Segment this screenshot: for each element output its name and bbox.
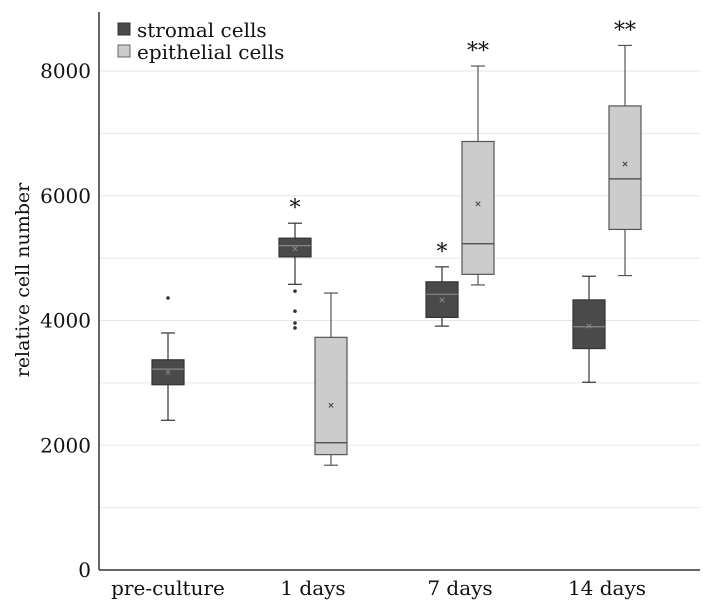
mean-marker bbox=[586, 323, 592, 329]
outlier-point bbox=[293, 309, 297, 313]
box-group: ** bbox=[608, 18, 642, 277]
x-tick-label: 7 days bbox=[427, 576, 492, 600]
legend-label-stromal: stromal cells bbox=[137, 18, 267, 42]
outlier-point bbox=[166, 296, 170, 300]
y-tick-label: 0 bbox=[78, 558, 91, 582]
y-axis-title: relative cell number bbox=[12, 182, 34, 377]
y-tick-label: 6000 bbox=[40, 184, 91, 208]
y-tick-label: 8000 bbox=[40, 59, 91, 83]
box bbox=[425, 281, 459, 318]
significance-marker: ** bbox=[467, 39, 489, 64]
boxes-layer: ****** bbox=[151, 18, 642, 466]
mean-marker bbox=[165, 369, 171, 375]
box bbox=[572, 299, 606, 350]
significance-marker: * bbox=[290, 196, 301, 221]
outlier-point bbox=[293, 289, 297, 293]
mean-marker bbox=[439, 297, 445, 303]
mean-marker bbox=[475, 201, 481, 207]
mean-marker bbox=[292, 246, 298, 252]
y-tick-label: 2000 bbox=[40, 433, 91, 457]
box-group: * bbox=[425, 240, 459, 327]
box bbox=[314, 336, 348, 456]
significance-marker: * bbox=[437, 240, 448, 265]
y-tick-label: 4000 bbox=[40, 309, 91, 333]
y-axis-ticks: 0 2000 4000 6000 8000 bbox=[40, 59, 91, 582]
box bbox=[608, 105, 642, 231]
x-tick-label: 1 days bbox=[280, 576, 345, 600]
legend-swatch-epithelial bbox=[117, 44, 131, 58]
box-group: * bbox=[278, 196, 312, 330]
significance-marker: ** bbox=[614, 18, 636, 43]
legend: stromal cells epithelial cells bbox=[117, 18, 284, 64]
box-group: ** bbox=[461, 39, 495, 286]
x-tick-label: 14 days bbox=[568, 576, 646, 600]
box-group bbox=[572, 275, 606, 383]
box-group bbox=[314, 292, 348, 466]
outlier-point bbox=[293, 326, 297, 330]
outlier-point bbox=[293, 321, 297, 325]
x-axis-ticks: pre-culture 1 days 7 days 14 days bbox=[111, 576, 646, 600]
gridlines bbox=[99, 70, 700, 509]
legend-label-epithelial: epithelial cells bbox=[137, 40, 284, 64]
box-group bbox=[151, 296, 185, 421]
x-tick-label: pre-culture bbox=[111, 576, 225, 600]
box bbox=[461, 140, 495, 275]
legend-swatch-stromal bbox=[117, 22, 131, 36]
box bbox=[278, 237, 312, 258]
mean-marker bbox=[328, 402, 334, 408]
mean-marker bbox=[622, 161, 628, 167]
